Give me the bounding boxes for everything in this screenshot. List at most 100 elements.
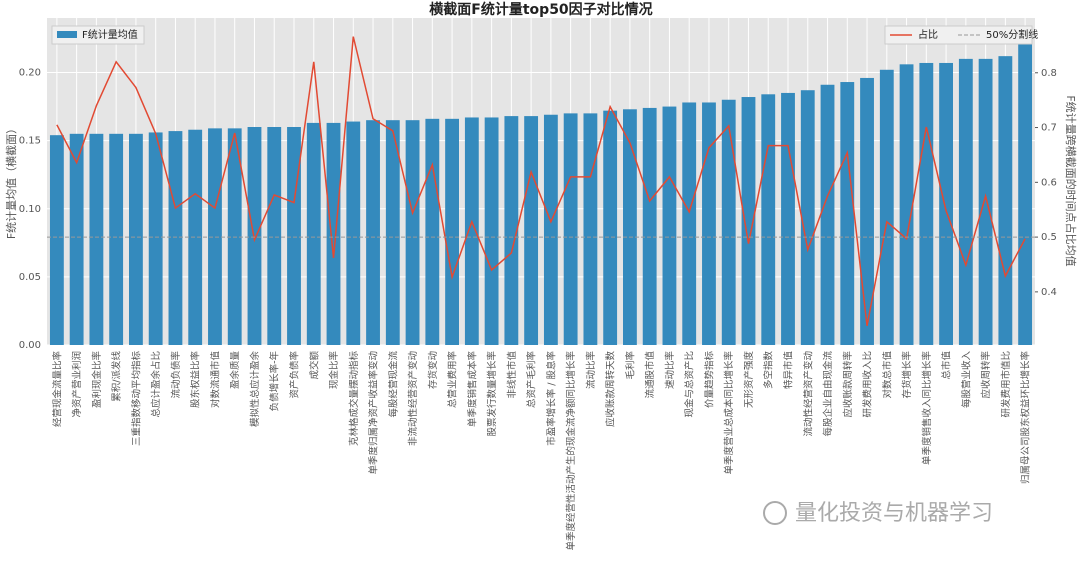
legend-swatch — [57, 31, 77, 38]
x-tick-label: 股票发行数量增长率 — [486, 351, 498, 437]
bar — [69, 133, 84, 345]
bar — [306, 122, 321, 345]
x-tick-label: 速动比率 — [664, 351, 676, 390]
bar — [524, 116, 539, 345]
legend-left: F统计量均值 — [51, 25, 145, 45]
x-tick-label: 总市值 — [941, 351, 953, 380]
bar — [287, 127, 301, 345]
x-tick-label: 单季度归属净资产收益率变动 — [368, 351, 380, 475]
x-tick-label: 流通股市值 — [644, 351, 656, 399]
bar — [188, 129, 203, 345]
legend-right: 占比 50%分割线 — [884, 25, 1038, 45]
x-tick-label: 三重指数移动平均指标 — [130, 351, 142, 447]
bar — [879, 69, 894, 346]
x-tick-label: 负债增长率-年 — [269, 351, 281, 412]
bar — [958, 58, 973, 345]
x-tick-label: 市盈率增长率 / 股息率 — [545, 351, 557, 446]
x-tick-label: 克林格成交量摆动指标 — [348, 351, 360, 447]
bar — [919, 62, 934, 346]
bar — [662, 106, 677, 345]
bar — [860, 77, 874, 345]
bar — [978, 58, 993, 345]
bar — [385, 120, 400, 345]
x-tick-label: 对数总市值 — [881, 351, 893, 399]
bar — [148, 132, 163, 345]
x-tick-label: 资产负债率 — [289, 351, 301, 399]
x-tick-label: 总资产毛利率 — [526, 351, 538, 409]
bar — [761, 94, 776, 345]
x-tick-label: 非流动性经营资产变动 — [407, 351, 419, 446]
x-tick-label: 每股营业收入 — [960, 351, 972, 409]
chart-title: 横截面F统计量top50因子对比情况 — [429, 1, 652, 18]
x-tick-label: 每股企业自由现金流 — [822, 351, 834, 437]
x-tick-label: 流动性经营资产变动 — [802, 351, 814, 437]
bar — [326, 122, 341, 345]
x-tick-label: 流动比率 — [585, 351, 597, 390]
watermark-text: 量化投资与机器学习 — [795, 501, 993, 526]
y2-axis-label: F统计量跨横截面的时间点占比均值 — [1064, 95, 1078, 266]
x-tick-label: 每股经营现金流 — [387, 351, 399, 418]
x-tick-label: 单季度销售成本率 — [466, 351, 478, 428]
x-tick-label: 股东权益比率 — [190, 351, 202, 409]
legend-box — [51, 25, 145, 45]
x-tick-label: 存货变动 — [427, 351, 439, 389]
x-tick-label: 研发费用市值比 — [1000, 351, 1012, 418]
y2-tick-label: 0.6 — [1041, 177, 1057, 188]
x-tick-label: 研发费用收入比 — [862, 351, 874, 418]
bar — [998, 56, 1013, 346]
y2-tick-label: 0.4 — [1041, 287, 1057, 298]
legend-label: 50%分割线 — [986, 28, 1038, 41]
y2-tick-label: 0.7 — [1041, 123, 1057, 134]
y-axis-label: F统计量均值（横截面） — [4, 123, 18, 239]
bar — [129, 133, 143, 345]
x-tick-label: 盈余质量 — [229, 351, 241, 390]
bar — [425, 118, 440, 345]
x-tick-label: 总应计盈余占比 — [150, 351, 162, 418]
x-tick-label: 单季度销售收入同比增长率 — [921, 351, 933, 466]
x-tick-label: 成交额 — [308, 351, 320, 380]
line — [56, 36, 1026, 326]
watermark-icon — [763, 501, 787, 525]
x-tick-label: 非线性市值 — [506, 351, 518, 399]
y-tick-label: 0.10 — [19, 204, 41, 215]
bar — [623, 109, 637, 345]
bar — [642, 107, 657, 345]
x-tick-label: 模拟性总应计盈余 — [249, 351, 261, 428]
bar — [840, 82, 855, 345]
x-tick-label: 毛利率 — [624, 351, 636, 380]
x-tick-label: 归属母公司股东权益环比增长率 — [1020, 351, 1032, 485]
bar — [366, 120, 380, 345]
bar — [543, 114, 558, 345]
x-tick-label: 总营业费用率 — [447, 351, 459, 409]
bar — [781, 92, 795, 345]
x-tick-label: 应收周转率 — [980, 351, 992, 399]
bar — [405, 120, 420, 345]
x-tick-label: 单季度经营性活动产生的现金流净额同比增长率 — [565, 351, 577, 551]
x-tick-label: 现金与总资产比 — [684, 351, 696, 418]
x-tick-label: 特异市值 — [783, 351, 795, 390]
x-tick-label: 无形资产强度 — [743, 351, 755, 409]
x-tick-label: 对数流通市值 — [209, 351, 221, 409]
x-tick-label: 经营现金流量比率 — [51, 351, 63, 428]
bar — [721, 99, 736, 345]
y-tick-label: 0.00 — [19, 340, 41, 351]
x-tick-label: 单季度营业总成本同比增长率 — [723, 351, 735, 475]
bar — [89, 133, 104, 345]
y-tick-label: 0.20 — [19, 68, 41, 79]
bar — [267, 127, 282, 345]
x-tick-label: 流动负债率 — [170, 351, 182, 399]
bar — [504, 116, 519, 345]
bar — [682, 102, 697, 345]
bar — [109, 133, 124, 345]
bar — [583, 113, 598, 345]
bar — [1018, 42, 1033, 346]
x-tick-label: 现金比率 — [328, 351, 340, 390]
y2-tick-label: 0.5 — [1041, 232, 1057, 243]
bar — [800, 90, 815, 346]
x-tick-label: 存货增长率 — [901, 351, 913, 399]
x-tick-label: 净资产营业利润 — [71, 351, 83, 418]
bar — [603, 110, 618, 346]
legend-label: 占比 — [918, 28, 938, 41]
legend-label: F统计量均值 — [82, 28, 138, 41]
